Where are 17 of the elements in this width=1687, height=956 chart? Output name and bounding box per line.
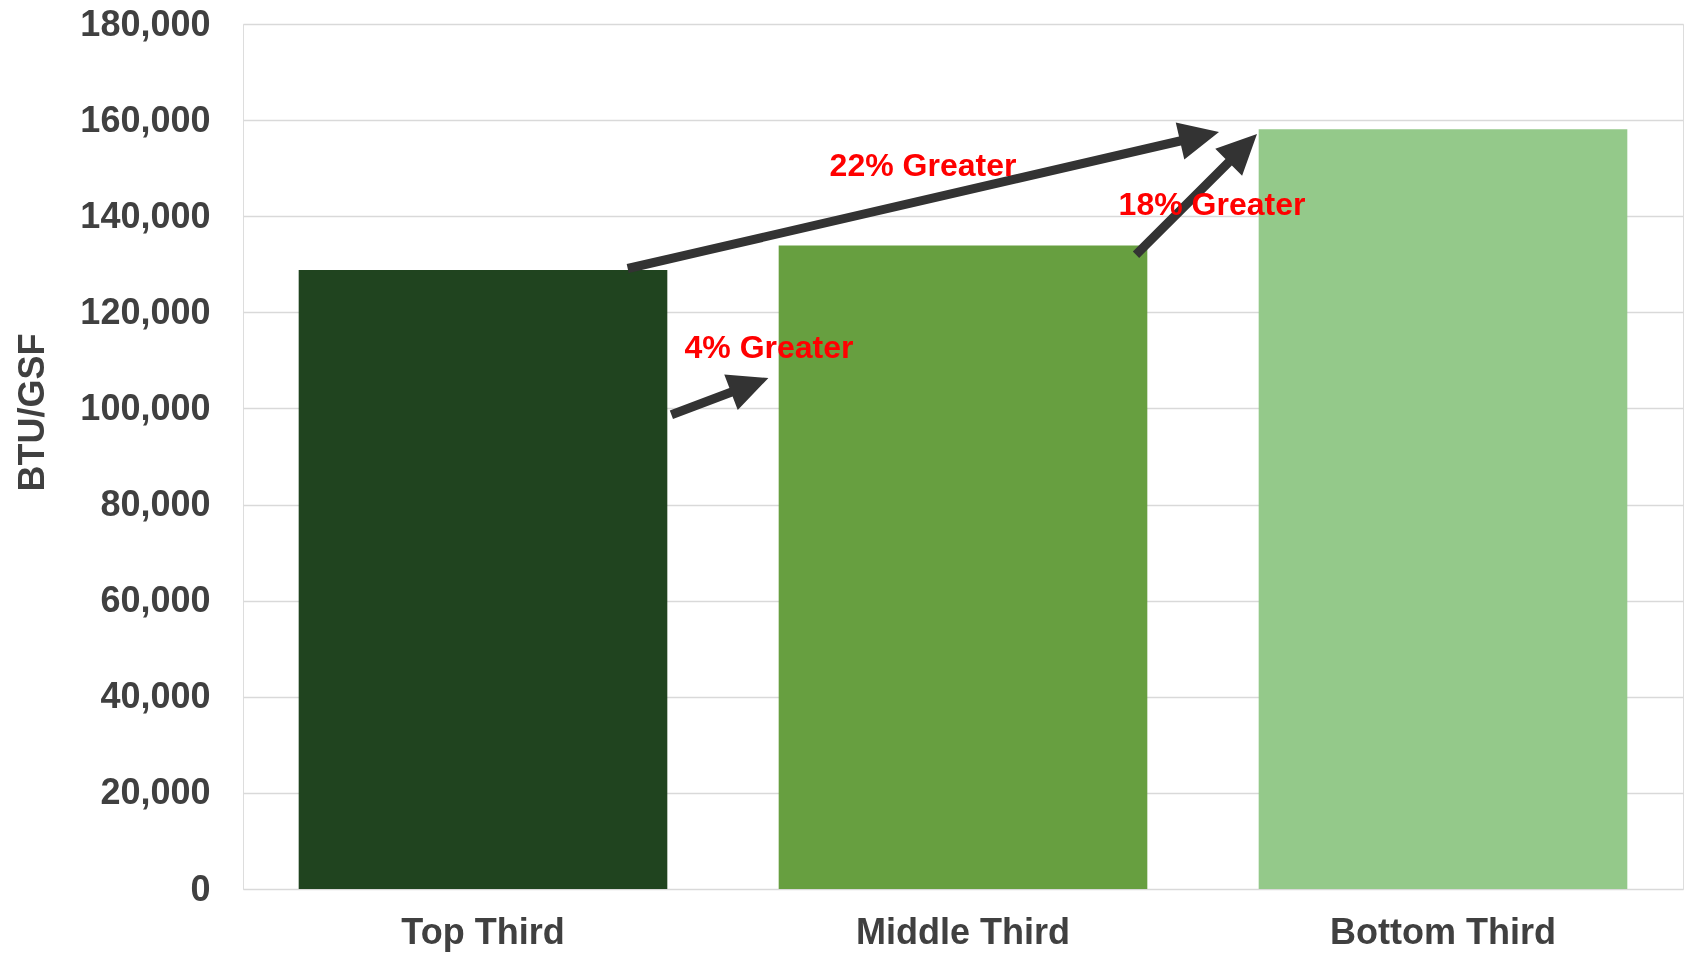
y-tick-label: 0 bbox=[190, 867, 211, 909]
y-tick-label: 140,000 bbox=[80, 194, 211, 236]
y-tick-label: 160,000 bbox=[80, 98, 211, 140]
y-tick-label: 60,000 bbox=[100, 579, 211, 621]
x-tick-label: Top Third bbox=[401, 910, 565, 952]
y-tick-label: 180,000 bbox=[80, 2, 211, 44]
y-tick-label: 40,000 bbox=[100, 675, 211, 717]
y-axis-title: BTU/GSF bbox=[10, 333, 52, 492]
x-tick-label: Middle Third bbox=[856, 910, 1070, 952]
y-tick-label: 100,000 bbox=[80, 386, 211, 428]
bar bbox=[298, 270, 668, 889]
annotation: 18% Greater bbox=[1118, 186, 1306, 222]
y-tick-label: 20,000 bbox=[100, 771, 211, 813]
x-tick-label: Bottom Third bbox=[1330, 910, 1556, 952]
y-tick-label: 80,000 bbox=[100, 483, 211, 525]
y-tick-label: 120,000 bbox=[80, 290, 211, 332]
annotation: 22% Greater bbox=[829, 147, 1017, 183]
